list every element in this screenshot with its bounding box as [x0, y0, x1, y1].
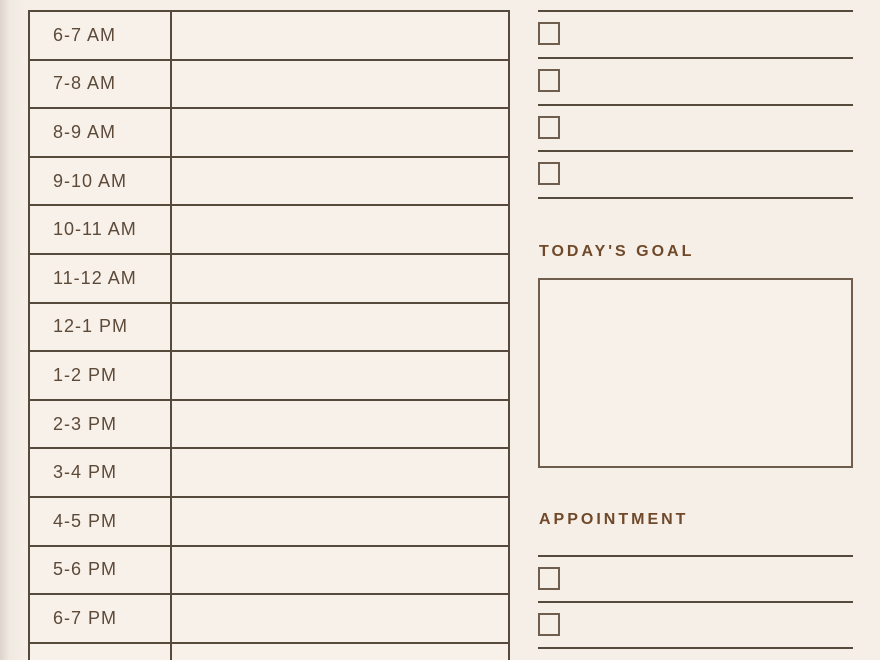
- schedule-row: 1-2 PM: [30, 352, 508, 401]
- schedule-entry-cell[interactable]: [172, 12, 508, 59]
- checkbox[interactable]: [538, 613, 560, 636]
- schedule-row: [30, 643, 508, 660]
- schedule-row: 11-12 AM: [30, 254, 508, 304]
- schedule-time-label: 11-12 AM: [30, 254, 172, 302]
- schedule-entry-cell[interactable]: [172, 547, 508, 594]
- schedule-table: 6-7 AM 7-8 AM 8-9 AM 9-10 AM 10-11 AM 11…: [28, 10, 510, 660]
- todays-goal-heading: TODAY'S GOAL: [539, 243, 695, 260]
- checkbox[interactable]: [538, 68, 560, 92]
- schedule-entry-cell[interactable]: [172, 304, 508, 351]
- todays-goal-box[interactable]: [538, 278, 853, 468]
- schedule-entry-cell[interactable]: [172, 206, 508, 253]
- checkbox[interactable]: [538, 567, 560, 590]
- schedule-row: 8-9 AM: [30, 109, 508, 158]
- schedule-row: 9-10 AM: [30, 157, 508, 207]
- checklist-item[interactable]: [538, 59, 853, 106]
- schedule-time-label: 12-1 PM: [30, 303, 172, 351]
- schedule-row: 3-4 PM: [30, 449, 508, 498]
- todo-checklist: [538, 10, 853, 199]
- schedule-row: 5-6 PM: [30, 546, 508, 596]
- appointment-heading: APPOINTMENT: [539, 511, 689, 528]
- schedule-time-label: 4-5 PM: [30, 497, 172, 545]
- schedule-row: 6-7 AM: [30, 12, 508, 61]
- schedule-time-label: 2-3 PM: [30, 400, 172, 448]
- schedule-entry-cell[interactable]: [172, 449, 508, 496]
- checklist-item[interactable]: [538, 12, 853, 59]
- schedule-time-label: 8-9 AM: [30, 109, 172, 156]
- schedule-time-label: 6-7 AM: [30, 12, 172, 59]
- schedule-entry-cell[interactable]: [172, 352, 508, 399]
- page-edge-shade: [0, 0, 26, 660]
- schedule-time-label: 9-10 AM: [30, 157, 172, 205]
- schedule-entry-cell[interactable]: [172, 61, 508, 108]
- appointment-item[interactable]: [538, 603, 853, 649]
- schedule-time-label: 3-4 PM: [30, 449, 172, 496]
- schedule-entry-cell[interactable]: [172, 498, 508, 545]
- checkbox[interactable]: [538, 115, 560, 139]
- appointment-item[interactable]: [538, 557, 853, 603]
- checkbox[interactable]: [538, 22, 560, 45]
- schedule-row: 4-5 PM: [30, 497, 508, 547]
- schedule-time-label: 7-8 AM: [30, 60, 172, 108]
- schedule-time-label: 1-2 PM: [30, 352, 172, 399]
- schedule-row: 6-7 PM: [30, 595, 508, 644]
- checklist-item[interactable]: [538, 106, 853, 153]
- schedule-time-label: 5-6 PM: [30, 546, 172, 594]
- schedule-entry-cell[interactable]: [172, 595, 508, 642]
- schedule-time-label: 6-7 PM: [30, 595, 172, 642]
- schedule-time-label: 10-11 AM: [30, 206, 172, 253]
- schedule-time-label: [30, 643, 172, 660]
- schedule-row: 2-3 PM: [30, 400, 508, 450]
- schedule-entry-cell[interactable]: [172, 158, 508, 205]
- appointment-checklist: [538, 555, 853, 649]
- checklist-item[interactable]: [538, 152, 853, 199]
- schedule-row: 12-1 PM: [30, 303, 508, 353]
- checkbox[interactable]: [538, 162, 560, 186]
- schedule-entry-cell[interactable]: [172, 401, 508, 448]
- schedule-entry-cell[interactable]: [172, 109, 508, 156]
- schedule-row: 10-11 AM: [30, 206, 508, 255]
- schedule-entry-cell[interactable]: [172, 644, 508, 660]
- schedule-row: 7-8 AM: [30, 60, 508, 110]
- schedule-entry-cell[interactable]: [172, 255, 508, 302]
